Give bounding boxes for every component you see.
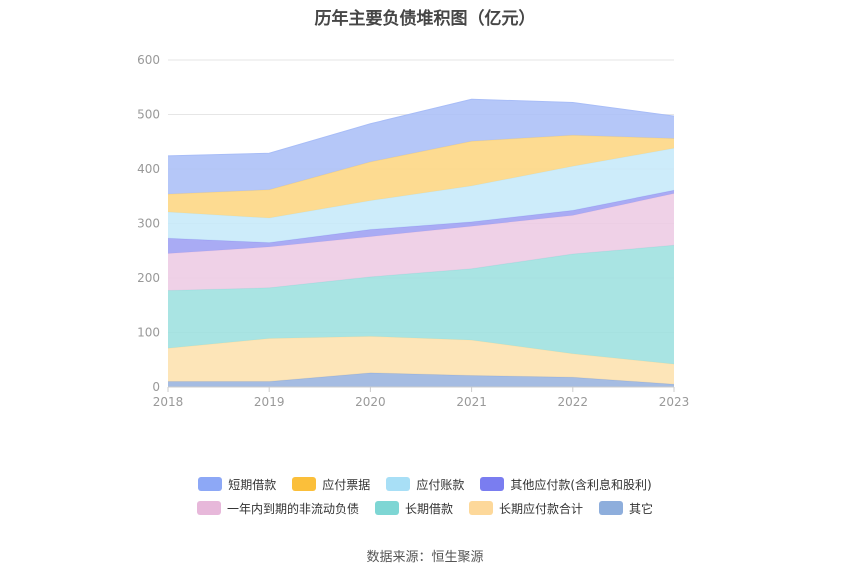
x-tick-label: 2021 <box>456 395 487 409</box>
legend-swatch <box>196 501 221 515</box>
legend-label: 长期借款 <box>404 501 453 516</box>
y-tick-label: 400 <box>137 162 160 176</box>
y-tick-label: 600 <box>137 53 160 67</box>
data-source: 数据来源：恒生聚源 <box>366 550 484 565</box>
chart-title: 历年主要负债堆积图（亿元） <box>314 9 536 29</box>
y-tick-label: 0 <box>152 380 160 394</box>
legend-label: 短期借款 <box>228 477 277 492</box>
y-tick-label: 300 <box>137 217 160 231</box>
x-tick-label: 2023 <box>659 395 690 409</box>
area-series-3 <box>168 193 674 291</box>
legend-label: 应付账款 <box>416 477 465 492</box>
legend-item[interactable]: 短期借款 <box>198 476 276 493</box>
area-series-5 <box>168 148 674 243</box>
x-tick-label: 2018 <box>153 395 184 409</box>
y-tick-label: 500 <box>137 108 160 122</box>
legend-swatch <box>374 501 399 515</box>
x-tick-label: 2019 <box>254 395 285 409</box>
legend-row: 短期借款 应付票据 应付账款 其他应付款(含利息和股利) <box>0 472 850 496</box>
legend-swatch <box>599 501 624 515</box>
area-series-7 <box>168 99 674 195</box>
legend-row: 一年内到期的非流动负债 长期借款 长期应付款合计 其它 <box>0 496 850 520</box>
legend-label: 一年内到期的非流动负债 <box>226 501 359 516</box>
legend-label: 长期应付款合计 <box>499 501 584 516</box>
y-axis: 0 100 200 300 400 500 600 <box>137 53 160 394</box>
area-series-edge-7 <box>167 98 675 157</box>
legend-swatch <box>198 477 223 491</box>
x-tick-label: 2020 <box>355 395 386 409</box>
stacked-area-chart: 0 100 200 300 400 500 600 2018 2019 2020 2021 2022… <box>137 53 690 409</box>
legend-label: 其他应付款(含利息和股利) <box>510 477 652 492</box>
series-areas <box>167 98 675 387</box>
x-tick-label: 2022 <box>558 395 589 409</box>
legend-swatch <box>469 501 493 515</box>
y-tick-label: 200 <box>137 271 160 285</box>
area-series-6 <box>168 135 674 219</box>
area-series-0 <box>168 372 674 387</box>
area-series-4 <box>168 190 674 254</box>
legend-swatch <box>480 477 505 491</box>
y-tick-label: 100 <box>137 326 160 340</box>
legend-item[interactable]: 长期应付款合计 <box>469 500 583 517</box>
legend-item[interactable]: 长期借款 <box>374 500 453 517</box>
area-series-2 <box>168 245 674 365</box>
x-axis: 2018 2019 2020 2021 2022 2023 <box>153 386 690 409</box>
legend-label: 应付票据 <box>322 477 371 492</box>
chart-legend: 短期借款 应付票据 应付账款 其他应付款(含利息和股利) 一年内到期的非流动负债 长期借款… <box>0 472 850 520</box>
legend-item[interactable]: 应付账款 <box>386 476 464 493</box>
area-series-1 <box>168 336 674 385</box>
legend-item[interactable]: 应付票据 <box>292 476 370 493</box>
legend-item[interactable]: 其它 <box>599 500 653 517</box>
legend-item[interactable]: 其他应付款(含利息和股利) <box>480 476 652 493</box>
legend-label: 其它 <box>629 501 654 516</box>
legend-swatch <box>292 477 317 491</box>
legend-swatch <box>386 477 411 491</box>
legend-item[interactable]: 一年内到期的非流动负债 <box>196 500 359 517</box>
